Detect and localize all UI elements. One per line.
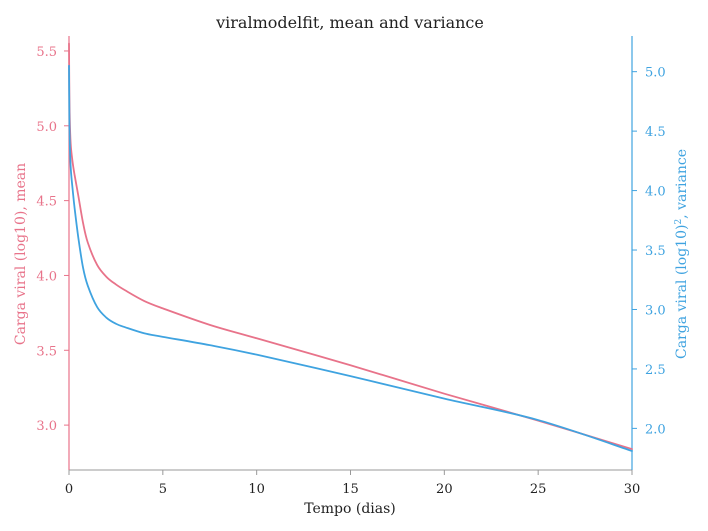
y-left-tick-label: 3.0 <box>36 419 57 434</box>
y-right-tick-label: 4.5 <box>645 125 666 140</box>
y-axis-right-label: Carga viral (log10)2, variance <box>674 149 690 359</box>
y-axis-right-label-base: Carga viral (log10) <box>674 225 690 359</box>
x-axis-label: Tempo (dias) <box>304 501 396 517</box>
axes-group: 0 5 10 15 20 25 30 3.0 3.5 4.0 4.5 5.0 5.5 2.0 2.5 3.0 3… <box>36 36 666 497</box>
plot-area <box>68 42 633 452</box>
y-axis-right-label-tail: , variance <box>674 149 690 219</box>
series-line-variance <box>68 64 633 452</box>
series-line-mean <box>68 42 633 450</box>
x-tick-label: 25 <box>530 482 547 497</box>
x-tick-label: 20 <box>436 482 453 497</box>
y-left-tick-label: 5.0 <box>36 120 57 135</box>
y-right-tick-label: 3.5 <box>645 244 666 259</box>
y-left-tick-label: 4.5 <box>36 195 57 210</box>
y-right-tick-label: 5.0 <box>645 66 666 81</box>
y-right-tick-label: 4.0 <box>645 185 666 200</box>
x-tick-label: 5 <box>159 482 167 497</box>
x-tick-label: 30 <box>624 482 641 497</box>
y-right-tick-label: 2.0 <box>645 422 666 437</box>
y-left-tick-label: 4.0 <box>36 269 57 284</box>
x-tick-label: 0 <box>65 482 73 497</box>
x-tick-label: 10 <box>248 482 265 497</box>
y-right-tick-label: 3.0 <box>645 303 666 318</box>
x-tick-label: 15 <box>342 482 359 497</box>
y-left-tick-label: 5.5 <box>36 45 57 60</box>
y-right-tick-label: 2.5 <box>645 363 666 378</box>
chart-title: viralmodelfit, mean and variance <box>215 13 484 32</box>
y-left-tick-label: 3.5 <box>36 344 57 359</box>
y-axis-left-label: Carga viral (log10), mean <box>13 163 29 345</box>
y-axis-right-label-sup: 2 <box>674 219 684 225</box>
